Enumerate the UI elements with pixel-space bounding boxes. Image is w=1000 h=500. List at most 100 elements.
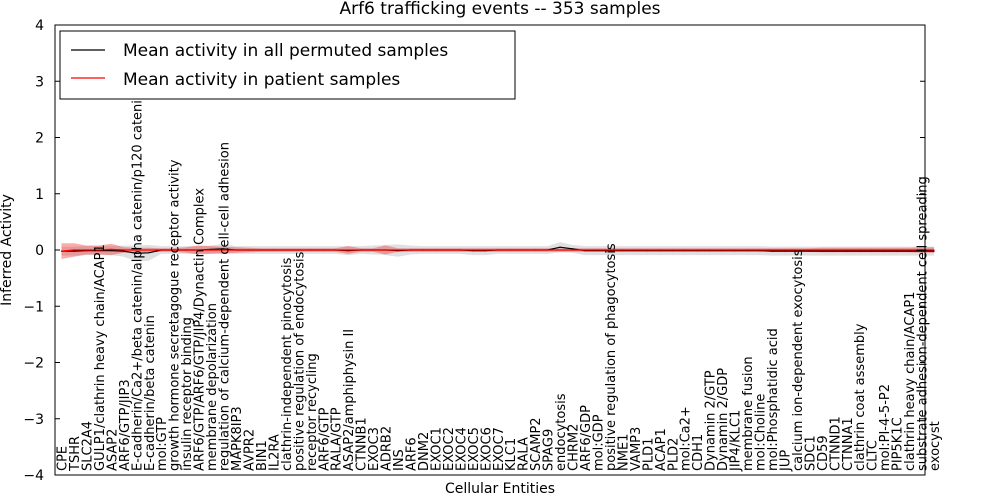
x-tick-label: CPE xyxy=(56,446,71,471)
data-point xyxy=(659,249,661,251)
data-point xyxy=(696,249,698,251)
data-point xyxy=(808,249,811,251)
x-tick-label: TSHR xyxy=(68,436,83,472)
data-point xyxy=(796,250,798,252)
x-tick-label: AVPR2 xyxy=(243,429,258,471)
x-tick-label: clathrin-independent pinocytosis xyxy=(280,257,295,471)
data-point xyxy=(721,249,723,251)
data-point xyxy=(60,250,63,252)
data-point xyxy=(634,249,636,251)
x-tick-label: CTNNB1 xyxy=(355,417,370,471)
x-tick-label: positive regulation of endocytosis xyxy=(292,251,307,471)
data-point xyxy=(571,249,574,251)
x-tick-label: BIN1 xyxy=(255,440,270,471)
data-point xyxy=(808,250,811,252)
data-point xyxy=(596,249,599,251)
data-point xyxy=(858,250,860,252)
data-point xyxy=(559,246,561,248)
data-point xyxy=(360,249,362,251)
x-tick-label: growth hormone secretagogue receptor act… xyxy=(168,159,183,471)
x-tick-label: CHRM2 xyxy=(567,424,582,471)
data-point xyxy=(821,250,823,252)
x-tick-label: clathrin coat assembly xyxy=(853,323,868,471)
x-tick-label: GULP1/clathrin heavy chain/ACAP1 xyxy=(93,244,108,471)
data-point xyxy=(123,250,125,252)
data-point xyxy=(883,250,885,252)
data-point xyxy=(422,249,424,251)
data-point xyxy=(547,249,549,251)
data-point xyxy=(559,249,561,251)
data-point xyxy=(584,249,586,251)
data-point xyxy=(285,249,287,251)
x-tick-label: EXOC3 xyxy=(367,427,382,471)
x-tick-label: ASAP2/amphiphysin II xyxy=(342,329,357,471)
x-tick-label: Dynamin 2/GDP xyxy=(716,368,731,471)
x-tick-label: JIP4/KLC1 xyxy=(729,410,744,472)
data-point xyxy=(198,249,200,251)
x-tick-label: CDH1 xyxy=(691,434,706,471)
x-tick-label: KLC1 xyxy=(504,438,519,471)
data-point xyxy=(522,249,524,251)
x-tick-label: membrane fusion xyxy=(741,356,756,471)
y-tick-label: 0 xyxy=(35,243,44,259)
data-point xyxy=(222,249,225,251)
x-tick-label: ARF6/GTP/JIP3 xyxy=(118,379,133,471)
y-tick-label: 3 xyxy=(35,74,44,90)
x-tick-label: receptor recycling xyxy=(305,353,320,471)
data-point xyxy=(347,249,349,251)
x-tick-label: CLTC xyxy=(866,440,881,471)
data-point xyxy=(484,249,486,251)
y-tick-label: −1 xyxy=(23,299,44,315)
data-point xyxy=(222,248,225,250)
band-patient xyxy=(61,243,934,259)
x-tick-label: positive regulation of phagocytosis xyxy=(604,243,619,471)
x-tick-label: mol:Ca2+ xyxy=(679,406,694,471)
data-point xyxy=(409,249,412,251)
x-tick-label: DNM2 xyxy=(417,432,432,471)
data-point xyxy=(858,249,860,251)
data-point xyxy=(871,250,873,252)
x-tick-label: MAPK8IP3 xyxy=(230,406,245,471)
x-tick-label: SLC2A4 xyxy=(80,421,95,471)
data-point xyxy=(135,252,137,254)
x-tick-label: SPAG9 xyxy=(542,429,557,471)
x-tick-label: SCAMP2 xyxy=(529,417,544,471)
data-point xyxy=(908,249,910,251)
series-lines xyxy=(60,246,935,255)
x-tick-label: clathrin heavy chain/ACAP1 xyxy=(903,292,918,471)
data-point xyxy=(335,249,337,251)
data-point xyxy=(110,248,112,250)
data-point xyxy=(783,250,786,252)
x-tick-label: EXOC4 xyxy=(454,427,469,471)
data-point xyxy=(235,249,237,251)
legend: Mean activity in all permuted samples Me… xyxy=(59,30,516,100)
data-point xyxy=(73,249,75,251)
x-tick-label: VAMP3 xyxy=(629,427,644,471)
data-point xyxy=(933,250,935,252)
data-point xyxy=(684,249,686,251)
data-point xyxy=(447,249,449,251)
x-tick-label: NME1 xyxy=(616,434,631,471)
x-tick-label: EXOC5 xyxy=(467,427,482,471)
data-point xyxy=(621,249,624,251)
x-tick-label: membrane depolarization xyxy=(205,303,220,471)
x-tick-label: E-cadherin/beta catenin xyxy=(143,315,158,471)
data-point xyxy=(920,250,923,252)
data-point xyxy=(709,249,711,251)
x-tick-label: SDC1 xyxy=(803,435,818,471)
y-tick-label: −3 xyxy=(23,412,44,428)
y-tick-label: 1 xyxy=(35,187,44,203)
x-tick-label: mol:PI-4-5-P2 xyxy=(878,384,893,471)
x-tick-label: ARF6/GTP xyxy=(317,407,332,471)
data-point xyxy=(671,249,673,251)
y-tick-label: 4 xyxy=(35,18,44,34)
data-point xyxy=(434,249,436,251)
data-point xyxy=(385,249,387,251)
x-tick-label: ASAP2 xyxy=(105,429,120,471)
data-point xyxy=(98,249,100,251)
x-tick-label: calcium ion-dependent exocytosis xyxy=(791,249,806,471)
data-point xyxy=(160,249,162,251)
x-axis-label: Cellular Entities xyxy=(445,481,555,497)
x-tick-label: ADRB2 xyxy=(380,426,395,471)
